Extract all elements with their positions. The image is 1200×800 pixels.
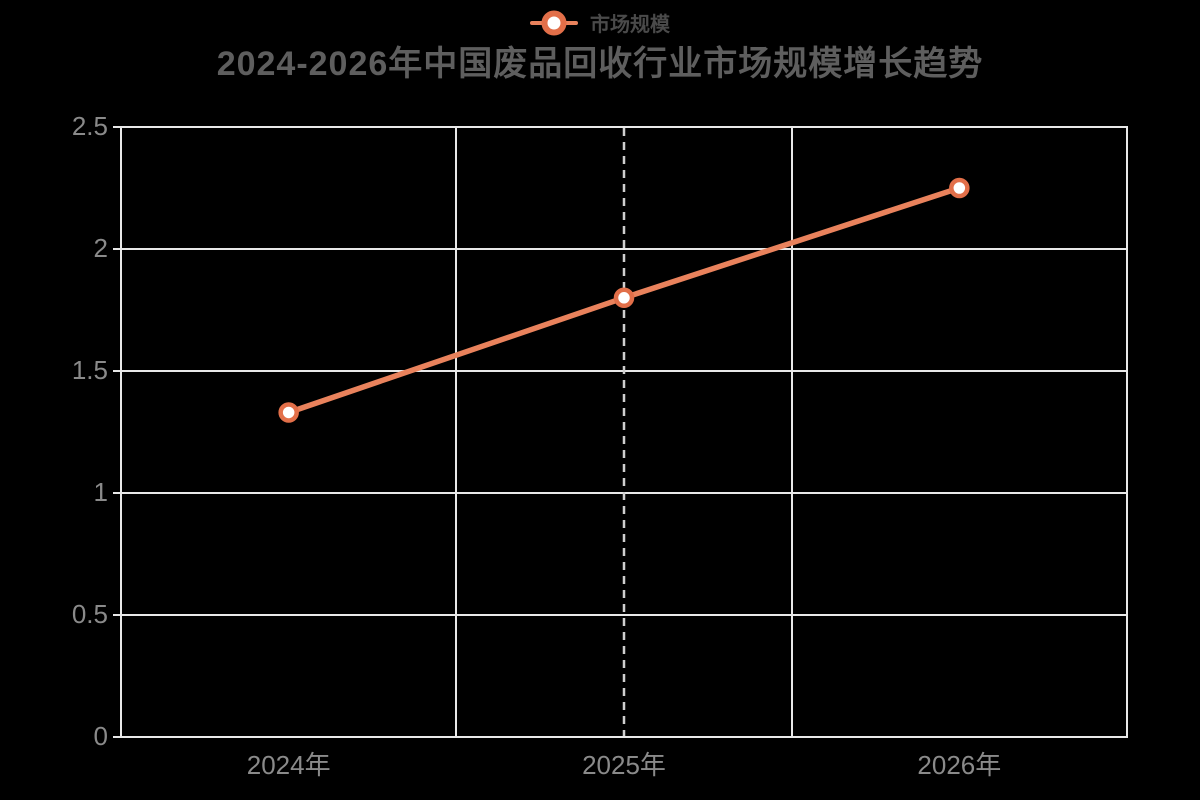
legend-label: 市场规模 [590, 14, 670, 36]
y-axis-label-1.5: 1.5 [71, 355, 108, 385]
y-axis-label-0: 0 [93, 721, 108, 751]
data-point-marker-2024年 [278, 402, 299, 423]
chart-title: 2024-2026年中国废品回收行业市场规模增长趋势 [216, 45, 984, 83]
legend-item-market-size[interactable]: 市场规模 [0, 8, 1200, 37]
plot-border [120, 126, 1128, 738]
data-point-marker-2025年 [613, 287, 635, 309]
x-axis-label-2025年: 2025年 [582, 750, 666, 780]
y-axis-label-2.5: 2.5 [71, 111, 108, 141]
x-axis-label-2026年: 2026年 [917, 750, 1002, 780]
legend-line-marker-icon [530, 10, 578, 35]
y-axis-label-0.5: 0.5 [71, 599, 108, 629]
x-axis-label-2024年: 2024年 [246, 750, 331, 780]
data-point-marker-2026年 [949, 177, 970, 199]
legend-ring-icon [541, 10, 567, 35]
y-axis-label-1: 1 [93, 477, 108, 507]
y-axis-label-2: 2 [93, 233, 108, 263]
